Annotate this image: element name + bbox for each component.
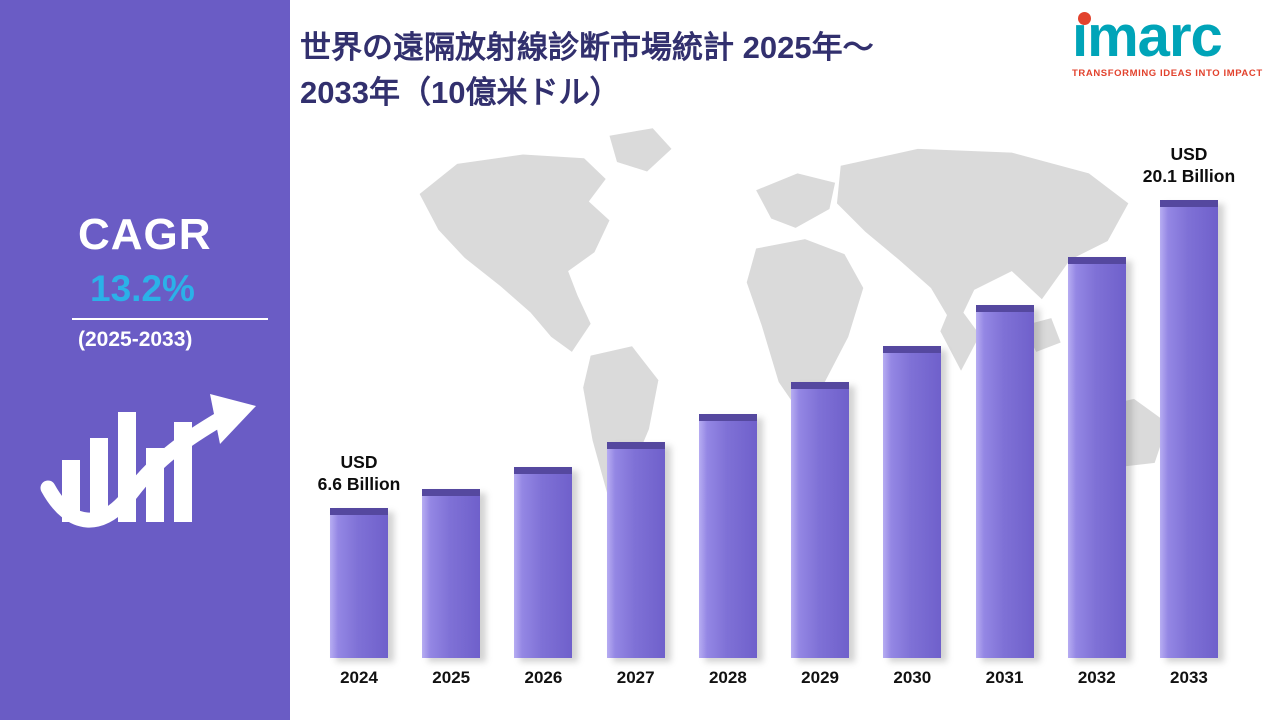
bar-column: 2026 [514, 138, 573, 687]
x-axis-label: 2030 [893, 668, 932, 687]
bar [1067, 257, 1126, 658]
bar-value-label: USD 6.6 Billion [317, 451, 401, 495]
bar [1159, 200, 1218, 658]
x-axis-label: 2026 [524, 668, 563, 687]
bar-column: 2031 [975, 138, 1034, 687]
growth-chart-arrow-icon [40, 360, 260, 550]
title-line-2: 2033年（10億米ドル） [300, 74, 621, 110]
logo-red-dot-icon [1078, 12, 1091, 25]
imarc-logo-text: ımarc [1072, 8, 1264, 66]
x-axis-label: 2025 [432, 668, 471, 687]
bar-column: 2032 [1067, 138, 1126, 687]
cagr-label: CAGR [78, 210, 212, 259]
bar [514, 467, 573, 658]
bar-value-label: USD 20.1 Billion [1142, 143, 1236, 187]
world-map [340, 100, 1270, 575]
bar-column: 2029 [791, 138, 850, 687]
bar [422, 489, 481, 658]
sidebar: CAGR 13.2% (2025-2033) [0, 0, 290, 720]
x-axis-label: 2033 [1170, 668, 1208, 687]
x-axis-label: 2032 [1077, 668, 1116, 687]
bar [698, 414, 757, 658]
bar-column: USD 20.1 Billion 2033 [1143, 138, 1235, 688]
bar-column: 2028 [698, 138, 757, 687]
cagr-value: 13.2% [90, 268, 195, 309]
x-axis-label: 2027 [616, 668, 655, 687]
bar [606, 442, 665, 658]
logo-tagline: TRANSFORMING IDEAS INTO IMPACT [1072, 68, 1263, 79]
title-line-1: 世界の遠隔放射線診断市場統計 2025年～ [300, 30, 874, 65]
bar [975, 305, 1034, 658]
divider [72, 318, 268, 320]
logo-word: ımarc [1072, 4, 1223, 69]
bar-chart: USD 6.6 Billion 2024 2025 2026 2027 2028 2029 20… [318, 138, 1235, 688]
cagr-period: (2025-2033) [78, 328, 193, 351]
bar [883, 346, 942, 658]
bar [330, 508, 388, 658]
x-axis-label: 2028 [708, 668, 747, 687]
bar-column: 2025 [422, 138, 481, 687]
x-axis-label: 2029 [801, 668, 840, 687]
x-axis-label: 2031 [985, 668, 1024, 687]
page-title: 世界の遠隔放射線診断市場統計 2025年～ 2033年（10億米ドル） [300, 26, 1060, 116]
bar-column: 2027 [606, 138, 665, 687]
bar-column: 2030 [883, 138, 942, 687]
x-axis-label: 2024 [340, 668, 378, 687]
imarc-logo: ımarc TRANSFORMING IDEAS INTO IMPACT [1072, 8, 1264, 80]
bar-column: USD 6.6 Billion 2024 [318, 138, 401, 688]
bar [791, 382, 850, 658]
